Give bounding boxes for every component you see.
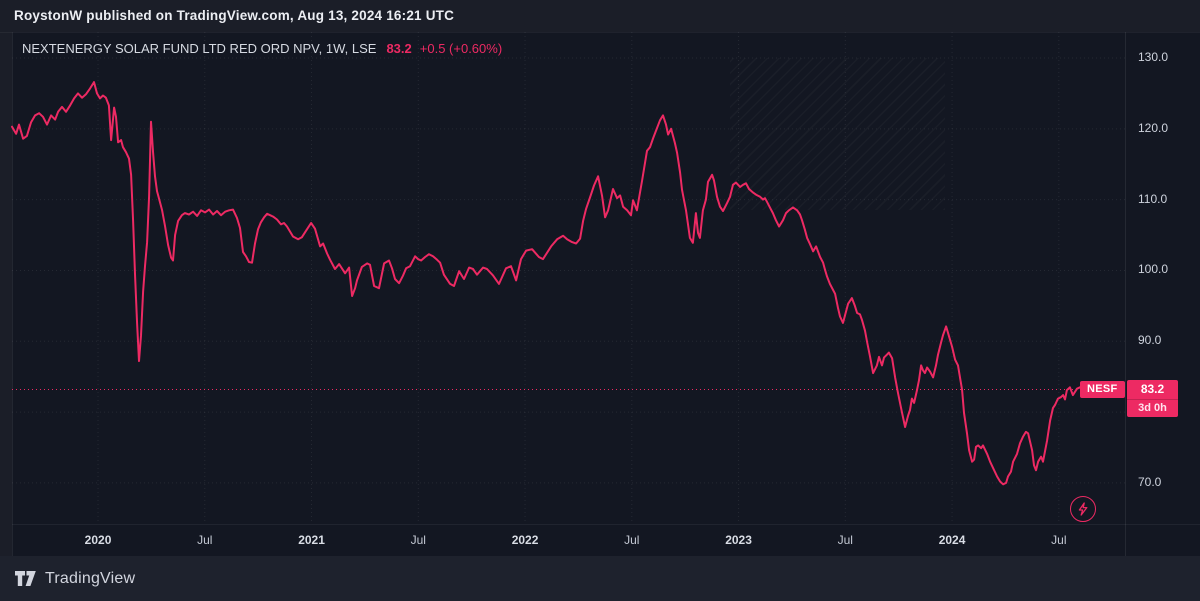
pane-top-divider [0, 32, 1200, 33]
boost-button[interactable] [1070, 496, 1096, 522]
price-axis-label: 130.0 [1138, 49, 1169, 64]
pane-left-border [12, 32, 13, 556]
time-axis-label: Jul [410, 533, 426, 547]
horizontal-gridlines [12, 57, 1125, 484]
vertical-gridlines [97, 32, 1060, 524]
chart-legend[interactable]: NEXTENERGY SOLAR FUND LTD RED ORD NPV, 1… [22, 41, 502, 56]
byline: RoystonW published on TradingView.com, A… [14, 8, 455, 23]
price-axis-label: 120.0 [1138, 120, 1169, 135]
symbol-title: NEXTENERGY SOLAR FUND LTD RED ORD NPV, 1… [22, 41, 377, 56]
price-line-series [11, 81, 1084, 486]
last-price-value: 83.2 [386, 41, 412, 56]
price-axis-separator [1125, 32, 1126, 556]
time-axis-label: Jul [624, 533, 640, 547]
time-axis-label: 2020 [84, 533, 112, 547]
footer-bar: TradingView [0, 556, 1200, 601]
tradingview-link[interactable]: TradingView [14, 570, 135, 588]
time-axis-separator [12, 524, 1200, 525]
price-change-value: +0.5 (+0.60%) [419, 41, 503, 56]
price-axis-label: 100.0 [1138, 262, 1169, 277]
time-axis-label: 2023 [725, 533, 752, 547]
time-axis-label: 2024 [938, 533, 966, 547]
time-axis-label: Jul [1051, 533, 1067, 547]
time-axis-label: Jul [837, 533, 853, 547]
tradingview-logo-icon [15, 571, 36, 586]
time-axis-label: 2022 [511, 533, 539, 547]
tradingview-brand-text: TradingView [45, 569, 136, 587]
chart-pane [12, 32, 1200, 556]
lightning-icon [1078, 502, 1088, 516]
symbol-price-flag: NESF [1080, 381, 1125, 398]
price-axis-label: 70.0 [1138, 474, 1162, 489]
price-tag-countdown: 3d 0h [1127, 399, 1178, 417]
price-axis-label: 90.0 [1138, 333, 1162, 348]
price-tag-value: 83.2 [1127, 380, 1178, 399]
time-axis-label: 2021 [298, 533, 325, 547]
price-axis-label: 110.0 [1138, 191, 1168, 206]
time-axis-label: Jul [197, 533, 213, 547]
price-axis-tag: 83.2 3d 0h [1127, 380, 1178, 417]
